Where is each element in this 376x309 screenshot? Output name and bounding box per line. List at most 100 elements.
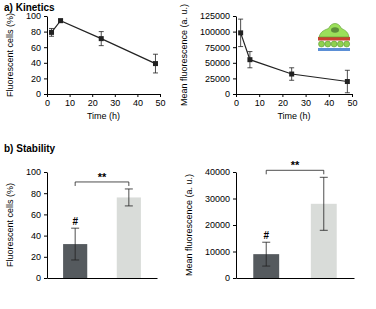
error-stem <box>323 177 324 230</box>
error-cap <box>289 67 294 68</box>
x-tick: 20 <box>278 94 288 108</box>
error-bar <box>262 242 270 266</box>
error-bar <box>125 189 133 206</box>
y-tick-mark <box>233 172 236 173</box>
annotation: # <box>263 230 269 241</box>
y-tick: 100000 <box>200 27 236 37</box>
x-axis: 01020304050 <box>234 94 358 108</box>
error-cap <box>262 266 270 267</box>
error-cap <box>71 228 79 229</box>
y-axis-title: Mean fluorescence (a. u.) <box>179 4 189 106</box>
y-tick: 20 <box>31 252 47 262</box>
x-axis-title: Time (h) <box>87 111 120 121</box>
y-tick: 40 <box>31 58 47 68</box>
error-cap <box>247 67 252 68</box>
y-tick: 0 <box>225 89 236 99</box>
error-cap <box>125 205 133 206</box>
illustration-particle <box>331 41 337 47</box>
chart: 010203040500250005000075000100000125000 <box>200 11 358 108</box>
cell-illustration <box>318 24 350 52</box>
y-tick-mark <box>233 252 236 253</box>
x-axis: 01020304050 <box>45 94 166 108</box>
y-tick-label: 20000 <box>205 220 230 230</box>
y-tick: 25000 <box>205 74 236 84</box>
y-tick-mark <box>44 236 47 237</box>
plot-area <box>253 177 336 278</box>
y-tick-mark <box>233 16 236 17</box>
error-cap <box>99 31 104 32</box>
error-bar <box>71 228 79 260</box>
chart: 010000200003000040000**# <box>205 159 355 283</box>
x-tick-mark <box>329 94 330 97</box>
x-tick-mark <box>115 94 116 97</box>
y-tick-mark <box>233 47 236 48</box>
error-bar <box>247 52 252 68</box>
y-tick-mark <box>44 278 47 279</box>
error-stem <box>266 242 267 266</box>
y-tick-label: 30000 <box>205 194 230 204</box>
x-tick-mark <box>160 94 161 97</box>
x-tick-label: 50 <box>347 98 357 108</box>
axis-line <box>237 278 355 279</box>
x-tick-label: 0 <box>45 98 50 108</box>
annotation: ** <box>291 159 300 171</box>
plot-area <box>238 19 350 93</box>
x-tick: 30 <box>301 94 311 108</box>
error-bar <box>289 68 294 80</box>
y-tick-mark <box>233 63 236 64</box>
y-tick-label: 75000 <box>205 43 230 53</box>
chart: 01020304050020406080100 <box>26 11 166 108</box>
y-tick-label: 10000 <box>205 247 230 257</box>
x-tick-mark <box>259 94 260 97</box>
axis-line <box>236 17 237 95</box>
plot-area <box>63 189 141 278</box>
y-axis-title: Fluorescent cells (%) <box>5 183 15 267</box>
illustration-particle <box>337 41 343 47</box>
error-cap <box>153 72 158 73</box>
annotation: # <box>72 216 78 227</box>
error-cap <box>345 70 350 71</box>
axis-line <box>237 94 353 95</box>
y-tick-mark <box>44 16 47 17</box>
error-bar <box>153 54 158 73</box>
error-bar <box>49 28 54 36</box>
y-tick: 20000 <box>205 220 236 230</box>
error-stem <box>75 228 76 260</box>
x-tick: 10 <box>65 94 75 108</box>
y-tick-label: 50000 <box>205 58 230 68</box>
series-line <box>241 33 348 82</box>
y-tick-label: 60 <box>31 210 41 220</box>
y-axis-title: Fluorescent cells (%) <box>5 13 15 97</box>
x-tick: 50 <box>155 94 165 108</box>
error-cap <box>49 28 54 29</box>
series-line <box>52 21 156 64</box>
y-tick-mark <box>44 63 47 64</box>
y-tick: 0 <box>36 273 47 283</box>
axis-line <box>47 17 48 95</box>
y-tick-label: 0 <box>225 89 230 99</box>
data-point <box>49 30 54 35</box>
y-axis-title: Mean fluorescence (a. u.) <box>184 174 194 276</box>
y-tick-mark <box>44 78 47 79</box>
x-tick: 0 <box>45 94 50 108</box>
plot-area <box>49 18 158 73</box>
data-point <box>289 72 294 77</box>
illustration-substrate <box>318 48 350 51</box>
illustration-cell <box>319 24 349 38</box>
x-tick-label: 50 <box>155 98 165 108</box>
error-cap <box>320 230 328 231</box>
y-tick-label: 100 <box>26 167 41 177</box>
x-axis-title: Time (h) <box>277 111 310 121</box>
y-tick-label: 0 <box>225 273 230 283</box>
data-point <box>345 79 350 84</box>
y-axis: 020406080100 <box>26 11 48 99</box>
y-tick-mark <box>233 94 236 95</box>
y-tick: 30000 <box>205 194 236 204</box>
axis-line <box>48 94 161 95</box>
y-tick-mark <box>44 257 47 258</box>
y-tick: 125000 <box>200 11 236 21</box>
error-bar <box>345 70 350 92</box>
y-axis: 010000200003000040000 <box>205 167 237 283</box>
x-tick-label: 20 <box>88 98 98 108</box>
panel-title: a) Kinetics <box>4 2 55 13</box>
